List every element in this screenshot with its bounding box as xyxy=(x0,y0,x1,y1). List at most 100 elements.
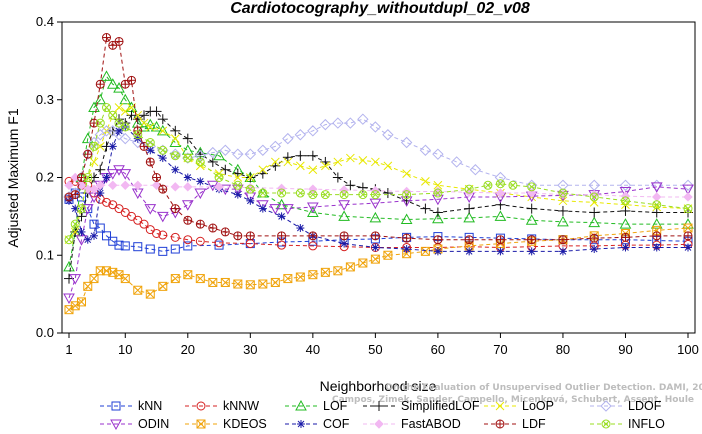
point-INFLO-30 xyxy=(483,180,493,190)
point-LOF-6 xyxy=(100,70,113,81)
point-LDF-13 xyxy=(145,157,155,167)
point-LoOP-32 xyxy=(402,169,411,178)
point-LDOF-29 xyxy=(369,121,382,133)
point-ODIN-35 xyxy=(682,184,694,196)
point-ODIN-26 xyxy=(400,196,413,207)
point-ODIN-7 xyxy=(106,169,119,180)
point-KDEOS-13 xyxy=(170,274,180,284)
point-KDEOS-26 xyxy=(333,266,343,276)
point-LDF-15 xyxy=(158,184,168,194)
point-LDF-16 xyxy=(170,204,180,214)
point-ODIN-8 xyxy=(113,165,125,176)
point-COF-18 xyxy=(246,196,255,205)
point-LOF-32 xyxy=(557,215,569,227)
point-LOF-0 xyxy=(63,260,75,272)
legend-marker-LOF xyxy=(295,399,307,411)
point-LDOF-28 xyxy=(357,113,369,125)
point-INFLO-1 xyxy=(70,219,80,229)
point-LDOF-20 xyxy=(257,144,269,156)
point-ODIN-1 xyxy=(69,274,82,285)
point-kNNW-14 xyxy=(152,228,162,238)
point-ODIN-14 xyxy=(181,200,194,211)
point-kNN-6 xyxy=(102,231,112,241)
point-KDEOS-30 xyxy=(383,250,393,260)
point-LDOF-22 xyxy=(282,132,294,145)
point-LOF-29 xyxy=(463,211,476,223)
y-tick-label-1: 0.1 xyxy=(36,247,54,262)
point-COF-15 xyxy=(196,177,205,186)
point-KDEOS-18 xyxy=(233,279,243,289)
point-LDOF-25 xyxy=(319,118,332,131)
point-KDEOS-2 xyxy=(77,297,87,307)
point-ODIN-11 xyxy=(144,204,157,215)
point-SimplifiedLOF-26 xyxy=(295,150,306,161)
point-COF-25 xyxy=(402,245,411,254)
point-LDOF-7 xyxy=(107,125,119,137)
point-ODIN-23 xyxy=(306,202,319,214)
point-LOF-24 xyxy=(306,206,319,217)
point-INFLO-28 xyxy=(433,188,443,198)
legend-marker-SimplifiedLOF xyxy=(374,401,384,411)
point-FastABOD-27 xyxy=(683,192,693,202)
point-SimplifiedLOF-20 xyxy=(220,164,231,175)
point-FastABOD-4 xyxy=(89,184,99,194)
point-ODIN-16 xyxy=(206,180,219,192)
point-FastABOD-8 xyxy=(133,180,143,190)
point-kNNW-16 xyxy=(170,232,180,242)
point-LOF-26 xyxy=(369,211,382,223)
point-LOF-31 xyxy=(525,214,538,225)
point-LDOF-4 xyxy=(88,136,100,149)
point-LDOF-20 xyxy=(257,144,269,156)
point-FastABOD-20 xyxy=(464,187,474,197)
point-INFLO-33 xyxy=(527,182,537,192)
point-INFLO-29 xyxy=(464,184,474,194)
point-LDOF-41 xyxy=(651,179,663,191)
point-ODIN-24 xyxy=(338,200,350,211)
point-LOF-8 xyxy=(113,82,125,93)
point-LoOP-27 xyxy=(333,157,343,167)
point-KDEOS-20 xyxy=(258,279,268,289)
point-ODIN-21 xyxy=(269,204,282,215)
x-tick-label-10: 10 xyxy=(118,342,132,357)
point-SimplifiedLOF-17 xyxy=(182,133,193,144)
point-ODIN-34 xyxy=(650,182,663,193)
legend-marker-kNNW xyxy=(196,401,206,411)
point-LOF-27 xyxy=(400,213,413,224)
point-LDF-23 xyxy=(277,231,287,241)
point-LOF-19 xyxy=(213,149,225,161)
point-kNN-11 xyxy=(145,244,155,254)
point-KDEOS-19 xyxy=(245,280,255,290)
point-KDEOS-19 xyxy=(245,280,255,290)
legend-item-FastABOD: FastABOD xyxy=(363,417,461,431)
point-FastABOD-5 xyxy=(95,180,105,190)
point-LDOF-19 xyxy=(244,148,257,160)
point-KDEOS-14 xyxy=(183,270,193,280)
point-LDF-36 xyxy=(683,231,693,241)
point-INFLO-28 xyxy=(433,188,443,198)
point-ODIN-25 xyxy=(369,198,382,210)
point-INFLO-25 xyxy=(358,190,368,200)
point-LOF-30 xyxy=(494,210,507,221)
x-tick-label-1: 1 xyxy=(65,342,72,357)
point-LoOP-34 xyxy=(433,180,443,190)
point-LDF-20 xyxy=(220,227,230,237)
point-LOF-34 xyxy=(619,218,632,229)
point-INFLO-35 xyxy=(589,192,599,202)
point-LDF-10 xyxy=(127,75,137,85)
point-FastABOD-25 xyxy=(620,191,631,201)
point-ODIN-12 xyxy=(156,211,169,223)
point-LDF-24 xyxy=(308,231,318,241)
point-LDOF-36 xyxy=(494,171,507,184)
point-COF-20 xyxy=(277,212,286,221)
point-LDOF-28 xyxy=(357,113,369,125)
point-INFLO-21 xyxy=(295,188,305,198)
legend-label-kNN: kNN xyxy=(138,399,162,413)
point-kNN-5 xyxy=(95,223,105,233)
point-KDEOS-4 xyxy=(89,274,99,284)
point-LDOF-27 xyxy=(344,117,357,129)
legend-label-LDOF: LDOF xyxy=(628,399,662,413)
point-INFLO-34 xyxy=(558,188,568,198)
legend-marker-KDEOS xyxy=(196,419,206,429)
point-INFLO-32 xyxy=(508,180,518,190)
